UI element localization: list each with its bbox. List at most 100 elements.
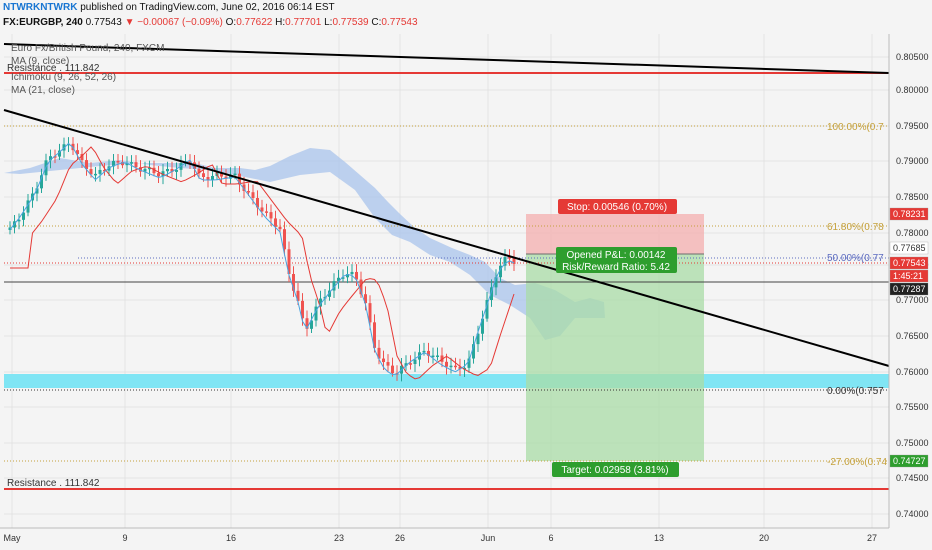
candle-body bbox=[278, 226, 282, 230]
candle-body bbox=[454, 365, 457, 368]
price-tick-label: 0.79500 bbox=[896, 121, 929, 131]
candle-body bbox=[301, 300, 304, 319]
ma21-line bbox=[10, 146, 515, 380]
time-tick-label: May bbox=[3, 533, 21, 543]
candle-body bbox=[328, 290, 331, 297]
trendline-down[interactable] bbox=[3, 109, 890, 367]
candle-body bbox=[503, 257, 507, 266]
time-tick-label: 20 bbox=[759, 533, 769, 543]
candle-body bbox=[472, 344, 475, 359]
close-value: 0.77543 bbox=[381, 17, 418, 28]
candle-body bbox=[49, 156, 52, 161]
target-badge bbox=[552, 462, 679, 477]
candle-body bbox=[494, 277, 498, 288]
trendline-top[interactable] bbox=[3, 43, 890, 74]
candle-body bbox=[197, 168, 201, 174]
candle-body bbox=[260, 207, 264, 212]
candle-body bbox=[35, 188, 39, 194]
price-tick-label: 0.78500 bbox=[896, 192, 929, 202]
close-label: C: bbox=[371, 17, 382, 28]
time-axis[interactable] bbox=[0, 528, 932, 550]
price-badge bbox=[889, 454, 929, 468]
open-label: O: bbox=[225, 17, 237, 28]
candle-body bbox=[274, 218, 277, 227]
candle-body bbox=[188, 161, 192, 163]
candle-body bbox=[242, 184, 246, 191]
candle-body bbox=[17, 219, 21, 222]
candle-body bbox=[125, 163, 129, 166]
candle-body bbox=[341, 277, 345, 279]
candle-body bbox=[139, 167, 142, 172]
candle-body bbox=[382, 358, 385, 363]
candle-body bbox=[98, 169, 102, 174]
candle-body bbox=[436, 355, 439, 357]
candle-body bbox=[499, 265, 502, 278]
pnl-label: Opened P&L: 0.00142 bbox=[567, 250, 666, 261]
price-badge bbox=[889, 282, 929, 296]
candle-body bbox=[157, 173, 160, 177]
candle-body bbox=[463, 367, 466, 370]
down-triangle-icon: ▼ bbox=[124, 17, 135, 28]
fib-618-label: 61.80%(0.78 bbox=[827, 222, 884, 233]
price-badge-label: 0.77685 bbox=[893, 243, 926, 253]
candle-body bbox=[346, 274, 349, 278]
author-link[interactable]: NTWRKNTWRK bbox=[3, 2, 78, 13]
candle-body bbox=[22, 212, 25, 220]
candle-body bbox=[134, 162, 138, 168]
candle-body bbox=[116, 160, 120, 163]
candle-body bbox=[467, 358, 471, 368]
candle-body bbox=[76, 150, 79, 154]
candle-body bbox=[305, 318, 309, 329]
candle-body bbox=[319, 298, 322, 307]
price-tick-label: 0.74000 bbox=[896, 509, 929, 519]
ohlc-header: FX:EURGBP, 240 0.77543 ▼ −0.00067 (−0.09… bbox=[3, 17, 418, 28]
candle-body bbox=[409, 363, 412, 365]
legend-ichimoku[interactable]: Ichimoku (9, 26, 52, 26) bbox=[11, 72, 116, 83]
high-value: 0.77701 bbox=[285, 17, 322, 28]
candle-body bbox=[373, 322, 376, 348]
fib-0-label: 0.00%(0.757 bbox=[827, 386, 884, 397]
publish-header: NTWRKNTWRK published on TradingView.com,… bbox=[3, 2, 335, 13]
legend-ma9[interactable]: MA (9, close) bbox=[11, 56, 69, 67]
price-badge-label: 0.78231 bbox=[893, 209, 926, 219]
price-badge-label: 0.77287 bbox=[893, 284, 926, 294]
candle-body bbox=[440, 355, 444, 362]
candle-body bbox=[247, 190, 250, 193]
support-zone[interactable] bbox=[4, 374, 889, 388]
candle-body bbox=[85, 160, 88, 170]
candle-body bbox=[40, 175, 43, 189]
price-badges: 0.78231 0.77685 0.77543 1:45:21 0.77287 0.747… bbox=[889, 207, 929, 468]
candle-body bbox=[287, 249, 291, 275]
candle-body bbox=[251, 192, 255, 198]
symbol-label[interactable]: FX:EURGBP, 240 bbox=[3, 17, 83, 28]
candle-body bbox=[53, 156, 57, 158]
time-tick-label: 26 bbox=[395, 533, 405, 543]
fib-m27-label: -27.00%(0.74 bbox=[827, 457, 887, 468]
candle-body bbox=[427, 350, 430, 356]
time-ticks: May 9 16 23 26 Jun 6 13 20 27 bbox=[3, 533, 877, 543]
grid bbox=[4, 34, 889, 528]
candle-body bbox=[161, 171, 165, 177]
candle-body bbox=[58, 150, 61, 157]
price-tick-label: 0.74500 bbox=[896, 473, 929, 483]
candle-body bbox=[337, 277, 340, 282]
candle-body bbox=[350, 271, 354, 275]
stop-label: Stop: 0.00546 (0.70%) bbox=[567, 202, 667, 213]
price-tick-label: 0.78000 bbox=[896, 228, 929, 238]
candle-body bbox=[314, 306, 318, 321]
price-tick-label: 0.75500 bbox=[896, 402, 929, 412]
published-text: published on TradingView.com, June 02, 2… bbox=[80, 2, 335, 13]
profit-zone[interactable] bbox=[526, 254, 704, 461]
legend-ma21[interactable]: MA (21, close) bbox=[11, 85, 75, 96]
fib-100-label: 100.00%(0.7 bbox=[827, 122, 884, 133]
price-tick-label: 0.79000 bbox=[896, 156, 929, 166]
time-tick-label: Jun bbox=[481, 533, 496, 543]
candle-body bbox=[508, 257, 511, 259]
fib-levels: 100.00%(0.7 61.80%(0.78 50.00%(0.77 0.00… bbox=[4, 122, 889, 468]
candle-body bbox=[296, 290, 300, 301]
time-tick-label: 6 bbox=[548, 533, 553, 543]
low-value: 0.77539 bbox=[332, 17, 369, 28]
candle-body bbox=[103, 169, 106, 172]
candle-body bbox=[355, 271, 358, 280]
